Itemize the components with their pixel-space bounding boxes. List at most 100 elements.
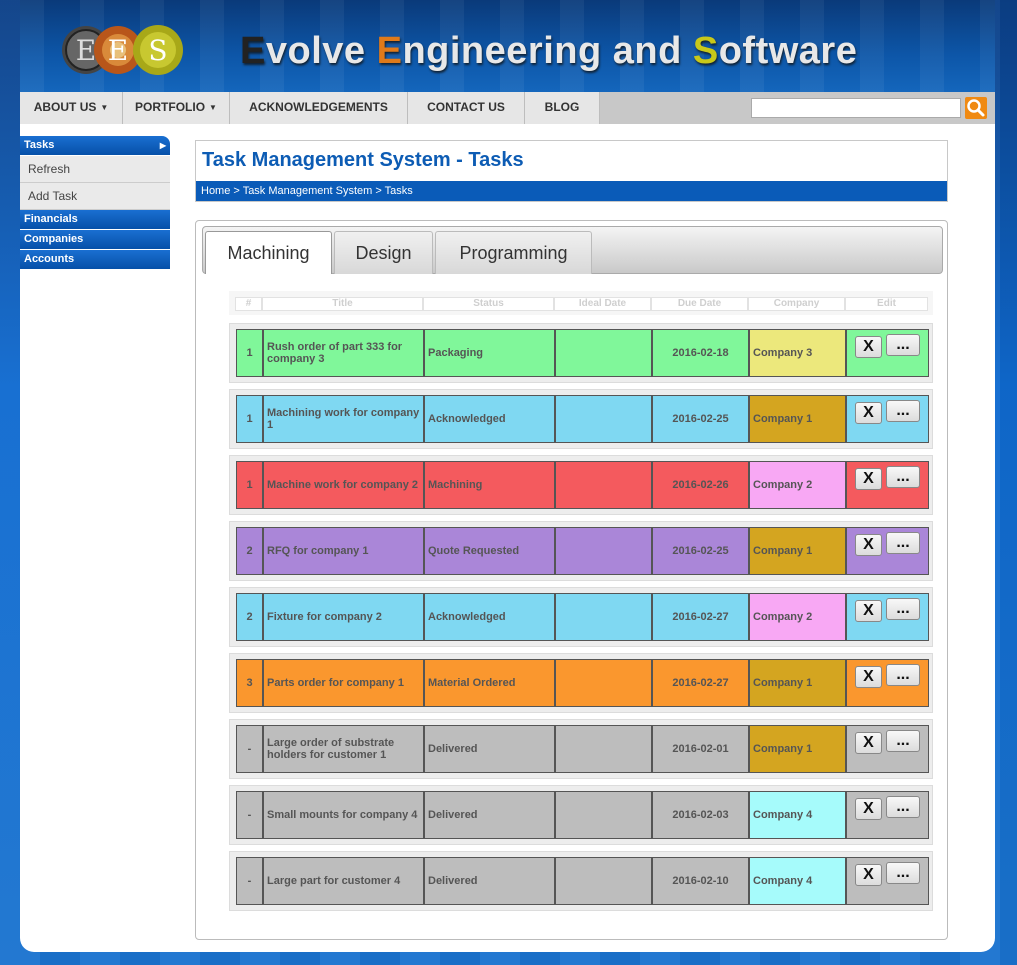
nav-blog[interactable]: BLOG: [525, 92, 600, 124]
cell-title: Parts order for company 1: [263, 659, 424, 707]
cell-company: Company 2: [749, 593, 846, 641]
cell-edit: X...: [846, 329, 929, 377]
site-title-initial-1: E: [240, 30, 266, 72]
cell-number: 1: [236, 395, 263, 443]
column-header-ideal-date: Ideal Date: [554, 297, 651, 311]
sidebar-item-add-task[interactable]: Add Task: [20, 183, 170, 210]
search-button[interactable]: [965, 97, 987, 119]
more-options-button[interactable]: ...: [886, 796, 920, 818]
site-title: Evolve Engineering and Software: [240, 30, 857, 73]
cell-status: Quote Requested: [424, 527, 555, 575]
delete-button[interactable]: X: [855, 666, 882, 688]
delete-button[interactable]: X: [855, 468, 882, 490]
table-header: # Title Status Ideal Date Due Date Compa…: [229, 291, 933, 315]
site-header: E E S Evolve Engineering and Software: [20, 0, 995, 92]
sidebar-item-accounts[interactable]: Accounts: [20, 250, 170, 270]
site-title-initial-3: S: [692, 30, 719, 72]
more-options-button[interactable]: ...: [886, 730, 920, 752]
delete-button[interactable]: X: [855, 534, 882, 556]
cell-ideal-date: [555, 659, 652, 707]
delete-button[interactable]: X: [855, 402, 882, 424]
cell-ideal-date: [555, 725, 652, 773]
delete-button[interactable]: X: [855, 600, 882, 622]
site-logo: E E S: [62, 25, 183, 75]
more-options-button[interactable]: ...: [886, 400, 920, 422]
page-title: Task Management System - Tasks: [202, 149, 524, 171]
more-options-button[interactable]: ...: [886, 532, 920, 554]
table-row: - Large part for customer 4 Delivered 2016-…: [229, 851, 933, 911]
cell-title: Rush order of part 333 for company 3: [263, 329, 424, 377]
cell-title: Machining work for company 1: [263, 395, 424, 443]
cell-ideal-date: [555, 329, 652, 377]
cell-due-date: 2016-02-10: [652, 857, 749, 905]
cell-edit: X...: [846, 395, 929, 443]
column-header-due-date: Due Date: [651, 297, 748, 311]
tab-design[interactable]: Design: [334, 231, 433, 274]
cell-company: Company 1: [749, 659, 846, 707]
cell-edit: X...: [846, 791, 929, 839]
cell-title: Machine work for company 2: [263, 461, 424, 509]
more-options-button[interactable]: ...: [886, 598, 920, 620]
more-options-button[interactable]: ...: [886, 466, 920, 488]
tab-programming[interactable]: Programming: [435, 231, 592, 274]
cell-number: 2: [236, 527, 263, 575]
cell-edit: X...: [846, 461, 929, 509]
cell-status: Delivered: [424, 791, 555, 839]
cell-company: Company 3: [749, 329, 846, 377]
more-options-button[interactable]: ...: [886, 334, 920, 356]
delete-button[interactable]: X: [855, 336, 882, 358]
nav-contact-us[interactable]: CONTACT US: [408, 92, 525, 124]
delete-button[interactable]: X: [855, 798, 882, 820]
cell-number: -: [236, 857, 263, 905]
cell-company: Company 2: [749, 461, 846, 509]
nav-acknowledgements[interactable]: ACKNOWLEDGEMENTS: [230, 92, 408, 124]
table-row: 1 Machining work for company 1 Acknowledge…: [229, 389, 933, 449]
sidebar-item-label: Tasks: [24, 139, 55, 151]
cell-status: Packaging: [424, 329, 555, 377]
table-row: 1 Rush order of part 333 for company 3 Pac…: [229, 323, 933, 383]
nav-acknowledgements-label: ACKNOWLEDGEMENTS: [249, 100, 388, 114]
cell-edit: X...: [846, 725, 929, 773]
column-header-status: Status: [423, 297, 554, 311]
sidebar-item-companies[interactable]: Companies: [20, 230, 170, 250]
sidebar-item-refresh[interactable]: Refresh: [20, 156, 170, 183]
sidebar-item-tasks[interactable]: Tasks ▶: [20, 136, 170, 156]
cell-due-date: 2016-02-25: [652, 395, 749, 443]
cell-due-date: 2016-02-25: [652, 527, 749, 575]
cell-edit: X...: [846, 527, 929, 575]
logo-letter-2: E: [108, 34, 128, 67]
more-options-button[interactable]: ...: [886, 862, 920, 884]
site-title-part-2: ngineering and: [402, 30, 693, 72]
cell-status: Delivered: [424, 725, 555, 773]
cell-title: RFQ for company 1: [263, 527, 424, 575]
cell-ideal-date: [555, 461, 652, 509]
breadcrumb-task-management[interactable]: Task Management System: [242, 185, 373, 197]
cell-edit: X...: [846, 593, 929, 641]
cell-title: Fixture for company 2: [263, 593, 424, 641]
cell-ideal-date: [555, 395, 652, 443]
sidebar-item-financials[interactable]: Financials: [20, 210, 170, 230]
cell-number: 1: [236, 461, 263, 509]
nav-about-us[interactable]: ABOUT US ▼: [20, 92, 123, 124]
delete-button[interactable]: X: [855, 732, 882, 754]
chevron-right-icon: ▶: [159, 141, 166, 150]
cell-title: Large order of substrate holders for cus…: [263, 725, 424, 773]
cell-ideal-date: [555, 527, 652, 575]
cell-company: Company 1: [749, 527, 846, 575]
page-content: Tasks ▶ Refresh Add Task Financials Compa…: [20, 124, 995, 952]
cell-number: 3: [236, 659, 263, 707]
cell-edit: X...: [846, 659, 929, 707]
cell-due-date: 2016-02-26: [652, 461, 749, 509]
delete-button[interactable]: X: [855, 864, 882, 886]
breadcrumb-home[interactable]: Home: [201, 185, 231, 197]
search-input[interactable]: [751, 98, 961, 118]
tab-machining[interactable]: Machining: [205, 231, 332, 274]
nav-portfolio[interactable]: PORTFOLIO ▼: [123, 92, 230, 124]
sidebar: Tasks ▶ Refresh Add Task Financials Compa…: [20, 136, 170, 270]
cell-due-date: 2016-02-27: [652, 593, 749, 641]
breadcrumb-tasks: Tasks: [384, 185, 413, 197]
table-row: 2 Fixture for company 2 Acknowledged 2016-0…: [229, 587, 933, 647]
cell-number: 1: [236, 329, 263, 377]
more-options-button[interactable]: ...: [886, 664, 920, 686]
cell-title: Large part for customer 4: [263, 857, 424, 905]
